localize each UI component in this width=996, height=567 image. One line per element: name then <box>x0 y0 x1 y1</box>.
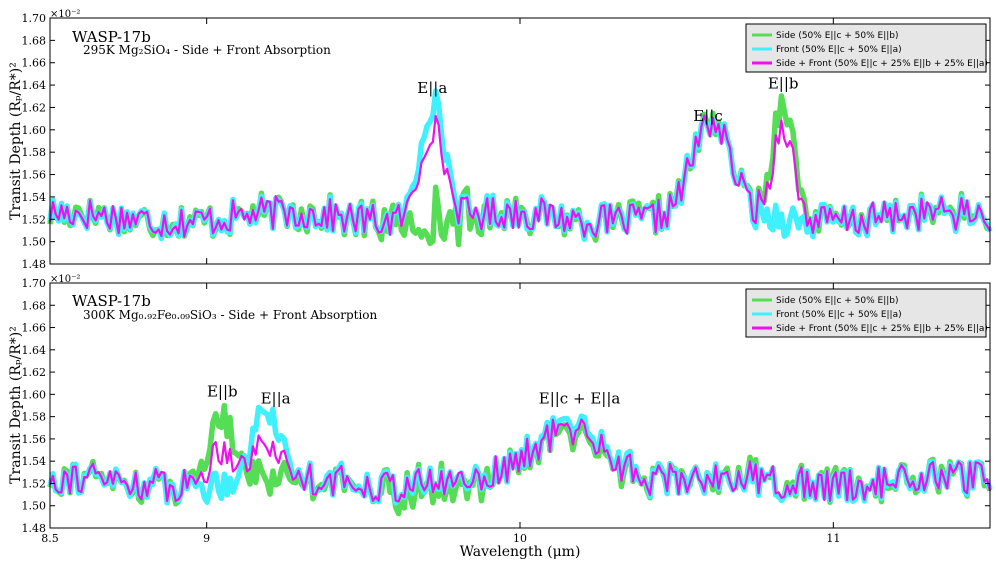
bottom-ticks: 1.48 1.50 1.52 1.54 1.56 1.58 1.60 1.62 1.64 1.66… <box>22 277 990 545</box>
x-tick-label: 10 <box>513 532 527 545</box>
y-tick-label: 1.58 <box>22 146 47 159</box>
y-tick-label: 1.56 <box>22 169 47 182</box>
x-tick-label: 9 <box>203 532 210 545</box>
bottom-series-group <box>47 402 993 517</box>
top-series-group <box>47 88 993 248</box>
y-tick-label: 1.50 <box>22 236 47 249</box>
y-tick-label: 1.58 <box>22 411 47 424</box>
legend-entry-side: Side (50% E||c + 50% E||b) <box>776 31 899 41</box>
y-tick-label: 1.64 <box>22 79 47 92</box>
y-tick-label: 1.56 <box>22 433 47 446</box>
bottom-annotations: E||b E||a E||c + E||a <box>207 383 620 408</box>
top-panel: ×10⁻² 1.481.501.521.541.561.581.601.621.… <box>8 9 993 271</box>
peak-annotation: E||c + E||a <box>539 389 621 407</box>
x-tick-label: 11 <box>826 532 840 545</box>
bottom-panel: ×10⁻² 1.481.501.521.541.561.581.601.621.… <box>8 274 993 560</box>
y-tick-label: 1.50 <box>22 500 47 513</box>
peak-annotation: E||a <box>417 79 447 97</box>
y-tick-label: 1.68 <box>22 299 47 312</box>
bottom-y-exponent: ×10⁻² <box>50 274 80 285</box>
y-tick-label: 1.52 <box>22 477 47 490</box>
y-tick-label: 1.62 <box>22 101 47 114</box>
y-tick-label: 1.70 <box>22 12 47 25</box>
series-combined-line <box>48 114 991 238</box>
top-y-axis-label: Transit Depth (Rₚ/R*)² <box>8 62 24 220</box>
bottom-legend: Side (50% E||c + 50% E||b) Front (50% E||… <box>745 288 988 338</box>
legend-entry-combined: Side + Front (50% E||c + 25% E||b + 25% … <box>776 324 988 334</box>
top-plot-frame <box>49 17 991 265</box>
top-legend: Side (50% E||c + 50% E||b) Front (50% E||… <box>745 23 988 73</box>
y-tick-label: 1.68 <box>22 34 47 47</box>
legend-entry-side: Side (50% E||c + 50% E||b) <box>776 296 899 306</box>
top-title: WASP-17b <box>72 28 151 46</box>
bottom-plot-frame <box>49 282 991 529</box>
y-tick-label: 1.48 <box>22 522 47 535</box>
y-tick-label: 1.48 <box>22 258 47 271</box>
peak-annotation: E||c <box>693 107 722 125</box>
legend-entry-combined: Side + Front (50% E||c + 25% E||b + 25% … <box>776 59 988 69</box>
y-tick-label: 1.54 <box>22 191 47 204</box>
legend-entry-front: Front (50% E||c + 50% E||a) <box>776 45 902 55</box>
y-tick-label: 1.66 <box>22 57 47 70</box>
peak-annotation: E||b <box>207 383 238 401</box>
top-subtitle: 295K Mg₂SiO₄ - Side + Front Absorption <box>83 43 331 57</box>
bottom-subtitle: 300K Mg₀.₉₂Fe₀.₀₉SiO₃ - Side + Front Abs… <box>83 308 378 322</box>
top-annotations: E||a E||c E||b <box>417 74 798 124</box>
legend-box <box>745 288 987 338</box>
y-tick-label: 1.62 <box>22 366 47 379</box>
y-tick-label: 1.60 <box>22 124 47 137</box>
x-axis-label: Wavelength (μm) <box>460 544 581 560</box>
top-y-exponent: ×10⁻² <box>50 9 80 20</box>
bottom-title: WASP-17b <box>72 292 151 310</box>
bottom-y-axis-label: Transit Depth (Rₚ/R*)² <box>8 326 24 484</box>
y-tick-label: 1.52 <box>22 213 47 226</box>
y-tick-label: 1.54 <box>22 455 47 468</box>
legend-entry-front: Front (50% E||c + 50% E||a) <box>776 310 902 320</box>
y-tick-label: 1.66 <box>22 322 47 335</box>
x-tick-label: 8.5 <box>41 532 59 545</box>
peak-annotation: E||b <box>768 74 799 92</box>
y-tick-label: 1.64 <box>22 344 47 357</box>
top-ticks: 1.48 1.50 1.52 1.54 1.56 1.58 1.60 1.62 1.64 1.66… <box>22 12 990 271</box>
y-tick-label: 1.60 <box>22 388 47 401</box>
series-combined-line <box>48 418 992 503</box>
peak-annotation: E||a <box>261 389 291 407</box>
legend-box <box>745 23 987 73</box>
y-tick-label: 1.70 <box>22 277 47 290</box>
